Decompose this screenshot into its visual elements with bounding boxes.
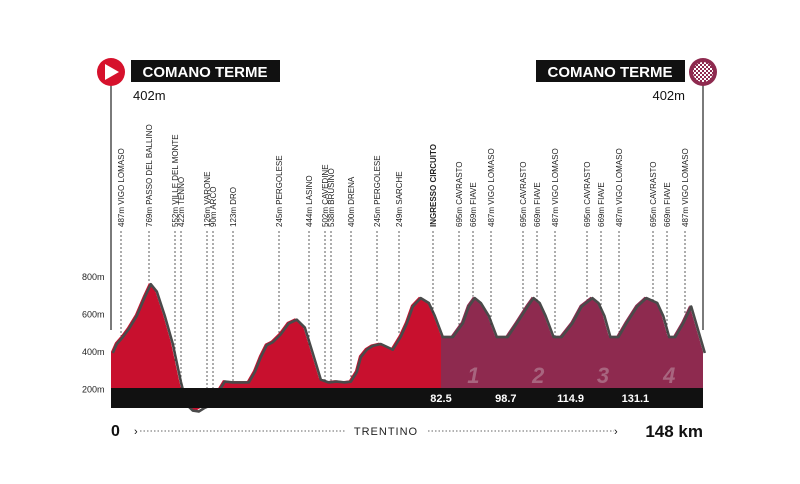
y-tick-label: 800m: [82, 272, 105, 282]
waypoint-label: 487m VIGO LOMASO: [117, 148, 126, 227]
start-altitude: 402m: [133, 88, 166, 103]
waypoint-label: 695m CAVRASTO: [519, 161, 528, 227]
waypoint-label: 487m VIGO LOMASO: [487, 148, 496, 227]
waypoint-label: 487m VIGO LOMASO: [551, 148, 560, 227]
waypoint-label: 502m CAVEDINE: [321, 164, 330, 227]
lap-number: 1: [467, 363, 479, 388]
arrow-right-icon: ›: [134, 426, 138, 438]
waypoint-label: 552m VILLE DEL MONTE: [171, 134, 180, 227]
waypoint-label: 669m FIAVE: [533, 182, 542, 227]
y-tick-label: 400m: [82, 347, 105, 357]
start-name: COMANO TERME: [143, 64, 268, 81]
waypoint-label: 444m LASINO: [305, 175, 314, 227]
waypoint-label: 669m FIAVE: [469, 182, 478, 227]
start-name-box: [131, 60, 280, 82]
y-axis-ticks: 200m 400m 600m 800m: [82, 272, 105, 395]
waypoint-label: 695m CAVRASTO: [455, 161, 464, 227]
waypoint-label: 245m PERGOLESE: [275, 155, 284, 227]
waypoint-label: 669m FIAVE: [663, 182, 672, 227]
waypoint-label: 422m TENNO: [177, 177, 186, 227]
circuit-profile-area: [441, 296, 703, 388]
waypoint-label: 245m PERGOLESE: [373, 155, 382, 227]
arrow-right-icon-2: ›: [614, 426, 618, 438]
circuit-km-label: 114.9: [557, 393, 584, 405]
waypoint-label: 538m BRUSINO: [327, 168, 336, 227]
distance-scale: 0 › TRENTINO › 148 km: [111, 422, 703, 441]
circuit-km-label: 98.7: [495, 393, 516, 405]
waypoint-label: 249m SARCHE: [395, 171, 404, 227]
waypoint-label: 669m FIAVE: [597, 182, 606, 227]
profile-layer: [111, 282, 707, 413]
waypoint-label: 695m CAVRASTO: [649, 161, 658, 227]
lap-number: 2: [531, 363, 545, 388]
waypoint-label: INGRESSO CIRCUITO: [429, 144, 438, 227]
profile-shade-line: [111, 282, 707, 413]
circuit-km-labels: 82.5 98.7 114.9 131.1: [430, 393, 649, 405]
finish-marker: COMANO TERME 402m: [536, 58, 717, 330]
waypoint-labels: 487m VIGO LOMASO 769m PASSO DEL BALLINO 55…: [117, 124, 690, 227]
finish-name-box: [536, 60, 685, 82]
circuit-lap-numbers: 1 2 3 4: [467, 363, 675, 388]
lap-number: 4: [662, 363, 675, 388]
distance-end-label: 148 km: [645, 422, 703, 441]
waypoint-lines: [120, 231, 686, 405]
lap-number: 3: [597, 363, 609, 388]
distance-bar: [111, 388, 703, 408]
region-label: TRENTINO: [354, 426, 418, 438]
distance-start-label: 0: [111, 423, 120, 440]
waypoint-label: 769m PASSO DEL BALLINO: [145, 124, 154, 227]
circuit-km-label: 131.1: [622, 393, 650, 405]
finish-name: COMANO TERME: [548, 64, 673, 81]
waypoint-label: 400m DRENA: [347, 176, 356, 227]
checkered-flag-pattern: [693, 62, 713, 82]
y-tick-label: 600m: [82, 310, 105, 320]
waypoint-label: 126m VARONE: [203, 172, 212, 227]
start-marker: COMANO TERME 402m: [97, 58, 280, 330]
y-tick-label: 200m: [82, 385, 105, 395]
waypoint-label: 487m VIGO LOMASO: [681, 148, 690, 227]
waypoint-label: 487m VIGO LOMASO: [615, 148, 624, 227]
finish-altitude: 402m: [652, 88, 685, 103]
play-triangle-icon: [105, 64, 119, 80]
waypoint-label: 90m ARCO: [209, 187, 218, 227]
waypoint-label: 123m DRO: [229, 187, 238, 227]
route-profile-area: [111, 282, 441, 411]
waypoint-label: 695m CAVRASTO: [583, 161, 592, 227]
circuit-km-label: 82.5: [430, 393, 451, 405]
